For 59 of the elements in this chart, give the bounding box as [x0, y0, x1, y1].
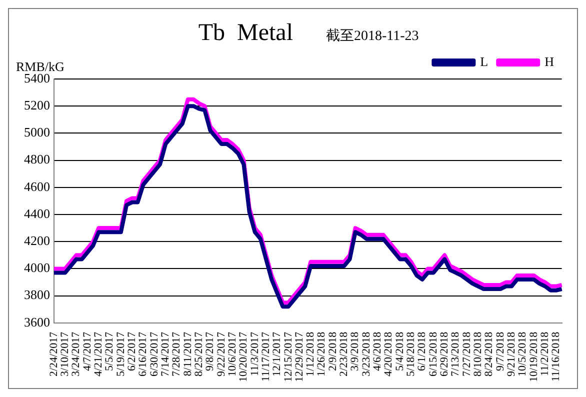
x-tick-label: 8/24/2018: [483, 331, 496, 377]
x-tick-label: 5/18/2018: [405, 331, 418, 377]
x-tick-label: 7/13/2018: [450, 331, 462, 377]
x-tick-label: 7/14/2017: [159, 331, 172, 377]
y-tick-label: 5000: [24, 124, 50, 140]
x-tick-label: 6/30/2017: [148, 331, 160, 377]
x-tick-label: 10/20/2017: [238, 331, 250, 382]
x-tick-label: 10/5/2018: [516, 331, 529, 377]
y-tick-label: 5200: [24, 98, 50, 113]
x-tick-label: 11/16/2018: [550, 331, 562, 382]
x-tick-label: 11/17/2017: [260, 331, 272, 382]
x-tick-label: 4/7/2017: [81, 331, 94, 372]
x-tick-label: 9/8/2017: [204, 331, 216, 372]
x-tick-label: 6/29/2018: [438, 331, 451, 377]
x-tick-label: 1/26/2018: [316, 331, 328, 377]
y-tick-label: 4600: [24, 178, 50, 194]
x-tick-label: 3/24/2017: [70, 331, 82, 377]
x-tick-label: 5/4/2018: [394, 331, 406, 372]
x-tick-label: 2/23/2018: [338, 331, 350, 377]
y-tick-label: 3600: [24, 314, 50, 330]
chart-title: Tb Metal: [198, 20, 294, 46]
y-tick-label: 4200: [24, 233, 50, 248]
x-tick-label: 9/22/2017: [215, 331, 228, 377]
x-tick-label: 11/3/2017: [248, 331, 261, 376]
x-tick-label: 6/15/2018: [427, 331, 440, 377]
x-tick-label: 6/2/2017: [126, 331, 138, 372]
x-tick-label: 12/29/2017: [293, 331, 306, 382]
x-tick-label: 10/6/2017: [226, 331, 238, 377]
y-tick-label: 4400: [24, 206, 50, 221]
x-tick-label: 11/2/2018: [538, 331, 551, 376]
x-tick-label: 5/5/2017: [104, 331, 116, 372]
x-tick-label: 7/27/2018: [460, 331, 473, 377]
x-tick-label: 3/23/2018: [360, 331, 372, 377]
x-tick-label: 12/1/2017: [271, 331, 284, 377]
legend-label: H: [544, 54, 554, 69]
x-tick-label: 2/24/2017: [48, 331, 60, 377]
x-tick-label: 9/7/2018: [494, 331, 506, 372]
y-tick-label: 4800: [24, 152, 50, 167]
legend-label: L: [480, 54, 488, 69]
x-tick-label: 3/9/2018: [349, 331, 362, 372]
x-tick-label: 3/10/2017: [59, 331, 72, 377]
x-tick-label: 1/12/2018: [304, 331, 317, 377]
x-tick-label: 5/19/2017: [114, 331, 127, 377]
x-tick-label: 4/20/2018: [382, 331, 395, 377]
x-tick-label: 7/28/2017: [170, 331, 183, 377]
x-tick-label: 10/19/2018: [528, 331, 540, 382]
x-tick-label: 8/25/2017: [192, 331, 205, 377]
y-tick-label: 3800: [24, 287, 50, 302]
x-tick-label: 12/15/2017: [282, 331, 294, 382]
x-tick-label: 2/9/2018: [326, 331, 339, 372]
x-tick-label: 6/1/2018: [416, 331, 428, 372]
x-tick-label: 6/16/2017: [137, 331, 150, 377]
y-tick-label: 4000: [24, 260, 50, 276]
x-tick-label: 8/10/2018: [472, 331, 484, 377]
chart-subtitle: 截至2018-11-23: [326, 28, 419, 44]
x-tick-label: 8/11/2017: [182, 331, 194, 376]
x-tick-label: 9/21/2018: [505, 331, 518, 377]
x-tick-label: 4/6/2018: [372, 331, 384, 372]
x-tick-label: 4/21/2017: [92, 331, 105, 377]
